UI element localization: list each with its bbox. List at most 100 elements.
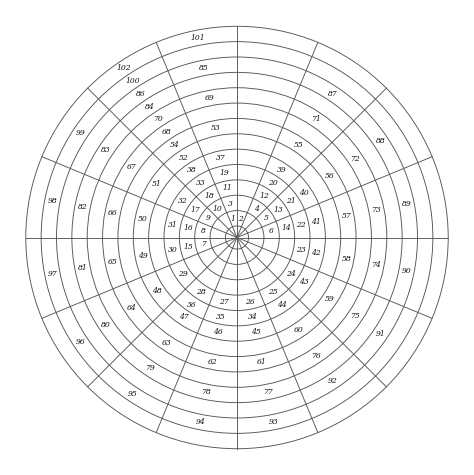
Text: 29: 29	[178, 270, 188, 278]
Text: 97: 97	[47, 270, 57, 278]
Text: 47: 47	[179, 314, 189, 322]
Text: 16: 16	[183, 224, 193, 232]
Text: 61: 61	[257, 358, 266, 366]
Text: 80: 80	[101, 321, 111, 329]
Text: 5: 5	[264, 214, 268, 222]
Text: 70: 70	[153, 115, 163, 124]
Text: 85: 85	[199, 64, 208, 72]
Text: 65: 65	[108, 258, 118, 266]
Text: 57: 57	[341, 212, 351, 220]
Text: 24: 24	[286, 270, 296, 278]
Text: 40: 40	[299, 189, 309, 197]
Text: 90: 90	[401, 267, 411, 275]
Text: 19: 19	[219, 170, 229, 178]
Text: 12: 12	[260, 192, 270, 200]
Text: 41: 41	[311, 218, 321, 226]
Text: 75: 75	[350, 313, 360, 321]
Text: 94: 94	[195, 418, 205, 426]
Text: 42: 42	[311, 249, 321, 257]
Text: 25: 25	[268, 288, 278, 296]
Text: 11: 11	[222, 184, 232, 192]
Text: 96: 96	[76, 338, 85, 346]
Text: 77: 77	[263, 388, 273, 396]
Text: 100: 100	[125, 77, 140, 85]
Text: 54: 54	[170, 141, 180, 149]
Text: 86: 86	[136, 90, 146, 98]
Text: 13: 13	[273, 206, 283, 214]
Text: 15: 15	[183, 243, 193, 251]
Text: 93: 93	[269, 418, 279, 426]
Text: 71: 71	[311, 115, 321, 124]
Text: 79: 79	[145, 364, 155, 372]
Text: 1: 1	[231, 215, 236, 223]
Text: 48: 48	[152, 287, 162, 295]
Text: 10: 10	[213, 205, 223, 213]
Text: 3: 3	[228, 200, 233, 208]
Text: 26: 26	[245, 297, 255, 305]
Text: 69: 69	[204, 94, 214, 102]
Text: 33: 33	[196, 179, 206, 187]
Text: 4: 4	[254, 205, 259, 213]
Text: 88: 88	[376, 137, 385, 145]
Text: 30: 30	[168, 246, 178, 254]
Text: 23: 23	[296, 246, 306, 254]
Text: 31: 31	[168, 221, 178, 229]
Text: 62: 62	[208, 358, 217, 366]
Text: 44: 44	[277, 301, 287, 309]
Text: 78: 78	[201, 388, 211, 396]
Text: 73: 73	[372, 206, 381, 214]
Text: 7: 7	[201, 240, 206, 248]
Text: 14: 14	[281, 224, 291, 232]
Text: 35: 35	[217, 313, 226, 321]
Text: 84: 84	[145, 103, 155, 111]
Text: 64: 64	[127, 304, 137, 312]
Text: 52: 52	[179, 153, 189, 162]
Text: 91: 91	[376, 330, 385, 338]
Text: 6: 6	[268, 227, 273, 235]
Text: 20: 20	[268, 179, 278, 187]
Text: 92: 92	[328, 377, 338, 385]
Text: 81: 81	[78, 264, 87, 272]
Text: 17: 17	[191, 206, 201, 214]
Text: 38: 38	[187, 166, 197, 174]
Text: 51: 51	[152, 180, 162, 188]
Text: 49: 49	[138, 252, 148, 260]
Text: 46: 46	[213, 328, 223, 336]
Text: 56: 56	[325, 171, 335, 180]
Text: 60: 60	[294, 326, 304, 334]
Text: 58: 58	[341, 255, 351, 263]
Text: 50: 50	[138, 215, 148, 223]
Text: 101: 101	[190, 34, 205, 42]
Text: 22: 22	[296, 221, 306, 229]
Text: 95: 95	[128, 390, 137, 398]
Text: 87: 87	[328, 90, 338, 98]
Text: 59: 59	[325, 295, 335, 304]
Text: 37: 37	[217, 154, 226, 162]
Text: 76: 76	[311, 352, 321, 360]
Text: 74: 74	[372, 261, 381, 269]
Text: 83: 83	[101, 146, 111, 154]
Text: 72: 72	[350, 154, 360, 162]
Text: 34: 34	[248, 313, 257, 321]
Text: 32: 32	[178, 197, 188, 205]
Text: 98: 98	[47, 197, 57, 205]
Text: 45: 45	[251, 328, 261, 336]
Text: 99: 99	[76, 129, 85, 137]
Text: 39: 39	[277, 166, 287, 174]
Text: 43: 43	[299, 278, 309, 286]
Text: 63: 63	[162, 339, 172, 347]
Text: 68: 68	[162, 128, 172, 136]
Text: 21: 21	[286, 197, 296, 205]
Text: 55: 55	[294, 141, 304, 149]
Text: 2: 2	[238, 215, 243, 223]
Text: 18: 18	[204, 192, 214, 200]
Text: 8: 8	[201, 227, 206, 235]
Text: 9: 9	[206, 214, 210, 222]
Text: 53: 53	[210, 124, 220, 132]
Text: 27: 27	[219, 297, 229, 305]
Text: 36: 36	[187, 301, 197, 309]
Text: 66: 66	[108, 209, 118, 217]
Text: 102: 102	[117, 64, 131, 72]
Text: 82: 82	[78, 203, 87, 211]
Text: 67: 67	[127, 163, 137, 171]
